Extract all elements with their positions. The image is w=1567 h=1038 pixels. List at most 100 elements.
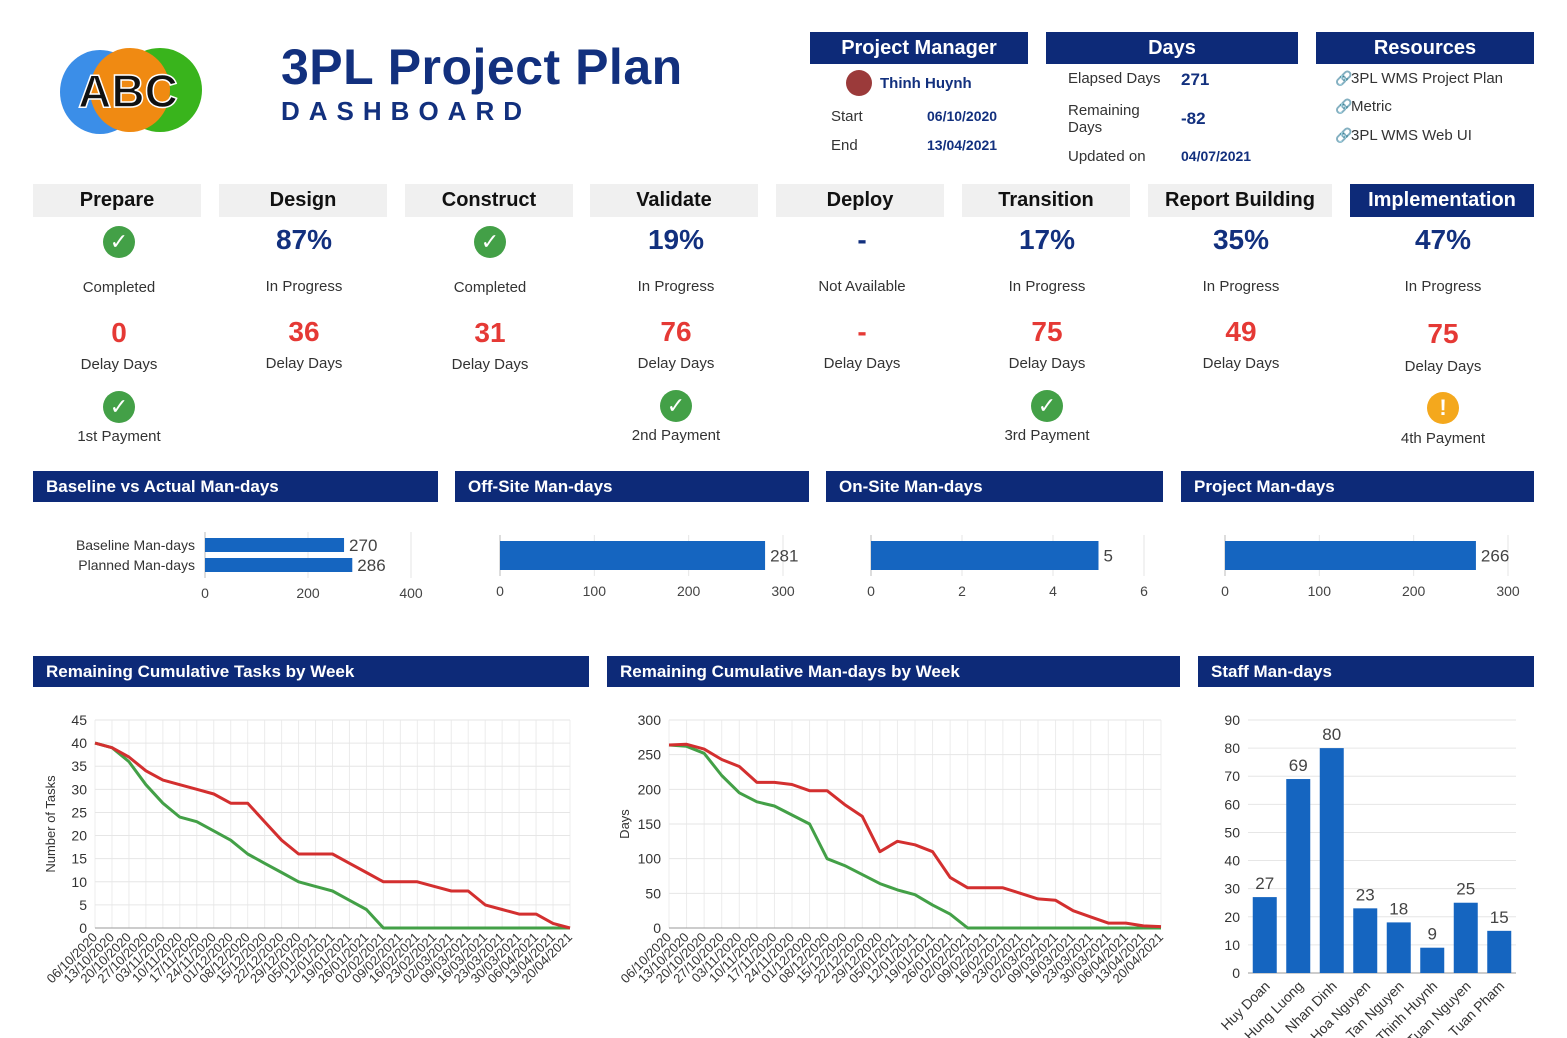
y-tick-label: 50: [645, 885, 661, 901]
phase-status: In Progress: [637, 278, 715, 295]
phase-delay-label: Delay Days: [1404, 358, 1482, 375]
x-tick-label: 6: [1140, 583, 1148, 599]
bar: [1453, 902, 1478, 973]
y-tick-label: 30: [71, 781, 87, 797]
phase-header-transition: Transition: [962, 184, 1130, 217]
phase-percent: 19%: [647, 224, 705, 255]
x-tick-label: 100: [1308, 583, 1332, 599]
x-tick-label: 100: [583, 583, 607, 599]
updated-on-label: Updated on: [1068, 148, 1146, 165]
onsite-mandays-chart: 0 2 4 6 5: [867, 535, 1148, 599]
warning-circle-icon: !: [1427, 392, 1459, 424]
bar: [1386, 922, 1411, 973]
bar-value-label: 69: [1289, 756, 1308, 775]
category-label: Baseline Man-days: [76, 537, 195, 553]
section-header-tasks: Remaining Cumulative Tasks by Week: [33, 656, 589, 687]
section-header-staff: Staff Man-days: [1198, 656, 1534, 687]
x-tick-label: 0: [1221, 583, 1229, 599]
resource-link-metric[interactable]: 🔗Metric: [1335, 98, 1392, 115]
phase-status: In Progress: [1404, 278, 1482, 295]
x-tick-label: 300: [771, 583, 795, 599]
bar: [1420, 947, 1445, 973]
bar: [1319, 748, 1344, 973]
phase-status: In Progress: [1202, 278, 1280, 295]
y-axis-label: Days: [617, 809, 632, 839]
phase-delay-label: Delay Days: [1202, 355, 1280, 372]
y-tick-label: 0: [653, 920, 661, 936]
phase-percent: 17%: [1018, 224, 1076, 255]
phase-percent: 35%: [1212, 224, 1270, 255]
resource-link-web-ui[interactable]: 🔗3PL WMS Web UI: [1335, 127, 1472, 144]
phase-percent: -: [857, 224, 867, 255]
pm-end-value: 13/04/2021: [927, 137, 998, 153]
y-axis-label: Number of Tasks: [43, 775, 58, 873]
y-tick-label: 250: [638, 747, 662, 763]
phase-header-prepare: Prepare: [33, 184, 201, 217]
elapsed-days-value: 271: [1181, 70, 1210, 89]
check-circle-icon: ✓: [103, 391, 135, 423]
phase-header-construct: Construct: [405, 184, 573, 217]
pm-end-label: End: [831, 137, 858, 154]
phase-delay-label: Delay Days: [637, 355, 715, 372]
phase-header-deploy: Deploy: [776, 184, 944, 217]
link-icon: 🔗: [1335, 98, 1353, 114]
y-tick-label: 35: [71, 758, 87, 774]
x-tick-label: 200: [1402, 583, 1426, 599]
x-tick-label: 0: [201, 585, 209, 601]
baseline-vs-actual-chart: 0 200 400 270 Baseline Man-days 286 Planned Ma…: [76, 532, 423, 601]
phase-delay-label: Delay Days: [1008, 355, 1086, 372]
bar: [1286, 779, 1311, 973]
x-tick-label: 2: [958, 583, 966, 599]
category-label: Planned Man-days: [78, 557, 195, 573]
y-tick-label: 10: [1224, 937, 1240, 953]
phase-delay-value: 49: [1225, 316, 1257, 347]
resources-header: Resources: [1316, 32, 1534, 64]
y-tick-label: 200: [638, 781, 662, 797]
remaining-mandays-chart: 06/10/202013/10/202020/10/202027/10/2020…: [617, 712, 1166, 986]
phase-delay-label: Delay Days: [265, 355, 343, 372]
phase-delay-label: Delay Days: [80, 356, 158, 373]
phase-delay-value: -: [857, 316, 867, 347]
bar-value-label: 27: [1255, 874, 1274, 893]
bar-value-label: 286: [357, 556, 385, 575]
y-tick-label: 10: [71, 874, 87, 890]
resource-link-project-plan[interactable]: 🔗3PL WMS Project Plan: [1335, 70, 1503, 87]
y-tick-label: 30: [1224, 881, 1240, 897]
bar-value-label: 15: [1490, 908, 1509, 927]
y-tick-label: 15: [71, 851, 87, 867]
x-tick-label: 300: [1496, 583, 1520, 599]
series-line-baseline: [668, 743, 1161, 930]
bar-value-label: 18: [1389, 899, 1408, 918]
x-tick-label: 400: [399, 585, 423, 601]
elapsed-days-label: Elapsed Days: [1068, 70, 1161, 87]
series-line-actual: [94, 741, 571, 930]
phase-delay-label: Delay Days: [823, 355, 901, 372]
y-tick-label: 0: [79, 920, 87, 936]
pm-name[interactable]: Thinh Huynh: [880, 75, 972, 92]
bar: [500, 541, 766, 570]
offsite-mandays-chart: 0 100 200 300 281: [496, 535, 798, 599]
phase-status: In Progress: [1008, 278, 1086, 295]
resource-link-label: 3PL WMS Web UI: [1351, 127, 1472, 144]
phase-delay-value: 31: [474, 317, 506, 348]
section-header-mandays: Remaining Cumulative Man-days by Week: [607, 656, 1180, 687]
phase-header-report-building: Report Building: [1148, 184, 1332, 217]
x-tick-label: 4: [1049, 583, 1057, 599]
phase-delay-value: 75: [1427, 318, 1459, 349]
phase-status: In Progress: [265, 278, 343, 295]
phase-delay-value: 76: [660, 316, 692, 347]
pm-start-label: Start: [831, 108, 863, 125]
page-title: 3PL Project Plan: [281, 39, 683, 95]
check-circle-icon: ✓: [1031, 390, 1063, 422]
payment-label: 1st Payment: [77, 428, 161, 445]
series-line-baseline: [94, 741, 570, 930]
bar-value-label: 266: [1481, 547, 1509, 566]
updated-on-value: 04/07/2021: [1181, 148, 1252, 164]
y-tick-label: 70: [1224, 768, 1240, 784]
pm-avatar: [846, 70, 872, 96]
page-subtitle: DASHBOARD: [281, 96, 531, 126]
y-tick-label: 300: [638, 712, 662, 728]
logo-text: ABC: [78, 65, 178, 117]
bar: [1225, 541, 1476, 570]
y-tick-label: 40: [1224, 853, 1240, 869]
